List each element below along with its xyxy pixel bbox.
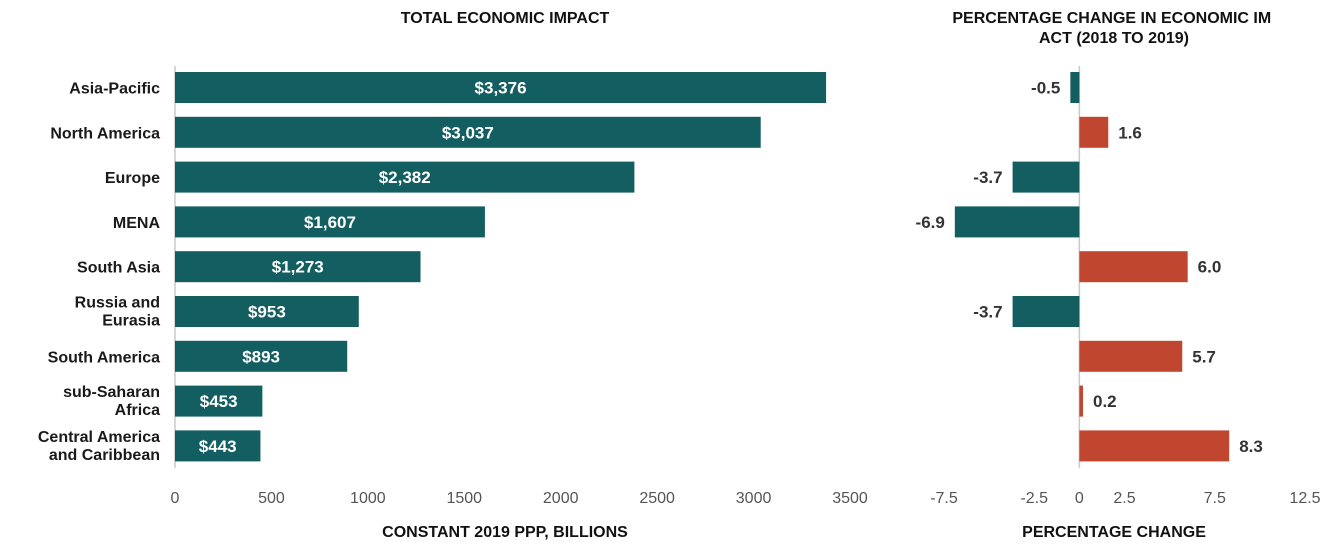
category-label: Asia-Pacific <box>69 81 160 98</box>
left-chart-data-label: $1,607 <box>304 213 356 232</box>
right-chart-x-tick-label: 7.5 <box>1204 490 1226 507</box>
left-chart-x-axis-title: CONSTANT 2019 PPP, BILLIONS <box>382 524 628 541</box>
category-label: Russia and Eurasia <box>75 295 160 330</box>
left-chart-x-tick-label: 1500 <box>446 490 482 507</box>
right-chart-bar <box>1079 340 1183 372</box>
category-label: Central America and Caribbean <box>38 429 160 464</box>
right-chart-data-label: -0.5 <box>1031 79 1060 98</box>
left-chart-x-tick-label: 1000 <box>350 490 386 507</box>
right-chart-bar <box>1012 296 1080 327</box>
category-label: South Asia <box>77 260 160 277</box>
left-chart-axis-group: 0 500 1000 1500 2000 2500 3000 3500 <box>171 66 868 507</box>
category-label-line: North America <box>50 125 160 142</box>
right-chart-data-label: 8.3 <box>1239 437 1263 456</box>
category-label-line: Asia-Pacific <box>69 81 160 98</box>
category-label-line: South Asia <box>77 260 160 277</box>
category-label-line: Central America <box>38 429 160 446</box>
left-chart-bar <box>175 296 359 327</box>
category-label: North America <box>50 125 160 142</box>
category-label-line: South America <box>48 349 160 366</box>
left-chart-bar <box>175 206 485 238</box>
left-chart-bar <box>175 385 263 417</box>
left-chart-bar <box>175 430 261 462</box>
right-chart-x-tick-label: 0 <box>1075 490 1084 507</box>
right-chart-data-label: 5.7 <box>1192 347 1216 366</box>
left-chart-title: TOTAL ECONOMIC IMPACT <box>401 10 610 27</box>
left-chart-data-label: $953 <box>248 303 286 322</box>
left-chart-x-tick-label: 500 <box>258 490 285 507</box>
right-chart-x-axis-title: PERCENTAGE CHANGE <box>1022 524 1206 541</box>
left-chart-data-label: $1,273 <box>272 258 324 277</box>
right-chart-bar <box>954 206 1080 238</box>
right-chart-x-tick-label: -7.5 <box>930 490 958 507</box>
right-chart-x-tick-label: -2.5 <box>1020 490 1048 507</box>
left-chart-x-tick-label: 2500 <box>639 490 675 507</box>
left-chart-data-label: $443 <box>199 437 237 456</box>
right-chart-title-line-2: ACT (2018 TO 2019) <box>1039 30 1189 47</box>
right-chart-bar <box>1079 251 1188 283</box>
right-chart-bar <box>1079 116 1109 148</box>
category-label-line: and Caribbean <box>49 447 160 464</box>
right-chart-bar <box>1012 161 1080 193</box>
category-label: sub-Saharan Africa <box>63 384 160 419</box>
category-label-line: Russia and <box>75 295 160 312</box>
left-chart-data-label: $893 <box>242 347 280 366</box>
category-label-line: MENA <box>113 215 161 232</box>
right-chart-title: PERCENTAGE CHANGE IN ECONOMIC IM ACT (20… <box>952 10 1275 47</box>
category-label-line: Africa <box>115 402 160 419</box>
left-chart-labels-group: Asia-Pacific $3,376 North America $3,037 Eur… <box>38 79 527 464</box>
right-chart-axis-group: -7.5 -2.5 0 2.5 7.5 12.5 <box>930 66 1321 507</box>
left-chart-data-label: $3,037 <box>442 123 494 142</box>
left-chart-bars-group <box>175 72 827 462</box>
category-label-line: sub-Saharan <box>63 384 160 401</box>
category-label-line: Europe <box>105 170 160 187</box>
right-chart-bar <box>1079 430 1230 462</box>
right-chart-x-tick-label: 2.5 <box>1113 490 1135 507</box>
category-label: South America <box>48 349 160 366</box>
left-chart-bar <box>175 251 421 283</box>
category-label-line: Eurasia <box>102 313 160 330</box>
right-chart-data-label: 6.0 <box>1198 258 1222 277</box>
left-chart-x-tick-label: 0 <box>171 490 180 507</box>
right-chart-title-line-1: PERCENTAGE CHANGE IN ECONOMIC IM <box>952 10 1271 27</box>
left-chart-x-tick-label: 2000 <box>543 490 579 507</box>
category-label: Europe <box>105 170 160 187</box>
left-chart-bar <box>175 72 827 103</box>
category-label: MENA <box>113 215 161 232</box>
right-chart-bar <box>1079 385 1083 417</box>
left-chart-bar <box>175 340 348 372</box>
left-chart-data-label: $2,382 <box>379 168 431 187</box>
right-chart-data-label: 1.6 <box>1118 123 1142 142</box>
right-chart-data-label: -6.9 <box>916 213 945 232</box>
left-chart-x-tick-label: 3500 <box>832 490 868 507</box>
right-chart-bar <box>1070 72 1080 103</box>
left-chart-bar <box>175 116 761 148</box>
right-chart-data-label: -3.7 <box>973 303 1002 322</box>
left-chart-data-label: $3,376 <box>475 79 527 98</box>
left-chart-x-tick-label: 3000 <box>736 490 772 507</box>
right-chart-data-label: -3.7 <box>973 168 1002 187</box>
right-chart-data-label: 0.2 <box>1093 392 1117 411</box>
left-chart-data-label: $453 <box>200 392 238 411</box>
right-chart-bars-group <box>954 72 1230 462</box>
left-chart-bar <box>175 161 635 193</box>
right-chart-labels-group: -0.5 1.6 -3.7 -6.9 6.0 -3.7 5.7 0.2 8.3 <box>916 79 1263 456</box>
right-chart-x-tick-label: 12.5 <box>1289 490 1320 507</box>
